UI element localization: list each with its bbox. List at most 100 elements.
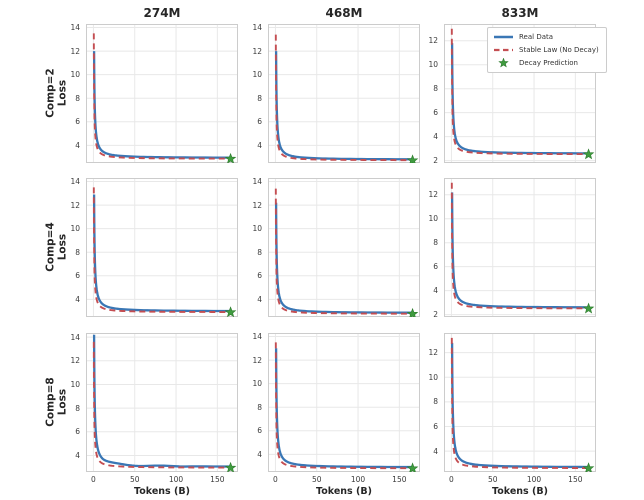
x-tick-label: 50 <box>129 475 140 484</box>
real-data-curve <box>92 51 231 159</box>
y-tick-label: 8 <box>75 403 80 413</box>
y-tick-label: 6 <box>257 271 262 281</box>
y-tick-label: 12 <box>428 190 438 200</box>
y-tick-label: 8 <box>257 247 262 257</box>
x-tick-label: 50 <box>311 475 322 484</box>
subplot-comp8-274m: 4 6 8 10 12 14 0 50 100 150 <box>70 333 238 484</box>
plot-area <box>268 178 420 317</box>
y-tick-label: 10 <box>252 70 262 80</box>
y-tick-label: 14 <box>252 177 262 187</box>
y-tick-label: 12 <box>70 200 80 210</box>
y-tick-label: 12 <box>252 46 262 56</box>
x-axis-label: Tokens (B) <box>134 486 190 497</box>
y-tick-label: 10 <box>70 379 80 389</box>
subplot-comp8-833m: 4 6 8 10 12 0 50 100 150 <box>428 333 596 484</box>
subplot-comp4-833m: 2 4 6 8 10 12 <box>428 178 596 319</box>
real-data-curve <box>274 202 413 314</box>
x-tick-label: 0 <box>449 475 454 484</box>
subplot-comp8-468m: 4 6 8 10 12 14 0 50 100 150 <box>252 332 420 484</box>
y-tick-label: 10 <box>70 224 80 234</box>
stable-law-curve <box>450 28 589 156</box>
y-tick-label: 6 <box>433 262 438 272</box>
real-data-curve <box>274 348 413 469</box>
y-tick-label: 8 <box>433 238 438 248</box>
stable-law-curve <box>450 182 589 310</box>
y-tick-label: 10 <box>428 60 438 70</box>
y-tick-label: 6 <box>433 421 438 431</box>
x-tick-label: 150 <box>210 475 225 484</box>
y-tick-label: 4 <box>257 449 262 459</box>
y-tick-label: 4 <box>433 132 438 142</box>
y-tick-label: 10 <box>252 379 262 389</box>
stable-law-dashed-line-icon <box>493 45 514 55</box>
subplot-comp4-274m: 4 6 8 10 12 14 <box>70 177 238 317</box>
column-title-274m: 274M <box>143 6 181 20</box>
x-axis-label: Tokens (B) <box>492 486 548 497</box>
stable-law-curve <box>450 337 589 469</box>
decay-prediction-star <box>406 307 419 317</box>
y-tick-label: 8 <box>257 93 262 103</box>
legend-item-real-data: Real Data <box>493 32 599 42</box>
plot-area <box>444 178 596 317</box>
x-axis-label: Tokens (B) <box>316 486 372 497</box>
y-tick-label: 6 <box>257 426 262 436</box>
x-tick-label: 50 <box>487 475 498 484</box>
y-tick-label: 8 <box>257 402 262 412</box>
decay-prediction-star <box>224 306 237 317</box>
real-data-curve <box>274 51 413 161</box>
legend-label: Real Data <box>519 33 554 41</box>
y-tick-label: 8 <box>75 93 80 103</box>
x-tick-label: 100 <box>350 475 366 484</box>
real-data-curve <box>450 192 589 309</box>
y-tick-label: 4 <box>433 446 438 456</box>
stable-law-curve <box>92 33 231 160</box>
y-tick-label: 8 <box>433 397 438 407</box>
real-data-curve <box>92 334 231 468</box>
y-tick-label: 12 <box>70 46 80 56</box>
y-tick-label: 8 <box>75 247 80 257</box>
y-tick-label: 6 <box>75 271 80 281</box>
stable-law-curve <box>92 187 231 313</box>
y-tick-label: 10 <box>428 372 438 382</box>
column-title-833m: 833M <box>501 6 539 20</box>
decay-prediction-star <box>582 462 595 472</box>
y-tick-label: 14 <box>70 332 80 342</box>
plot-area <box>268 24 420 163</box>
y-tick-label: 8 <box>433 84 438 94</box>
real-data-line-icon <box>493 32 514 42</box>
y-tick-label: 4 <box>433 286 438 296</box>
x-tick-label: 100 <box>168 475 184 484</box>
y-tick-label: 12 <box>252 355 262 365</box>
real-data-curve <box>92 194 231 313</box>
subplot-comp2-274m: 4 6 8 10 12 14 <box>70 23 238 163</box>
y-tick-label: 2 <box>433 156 438 166</box>
x-tick-label: 0 <box>273 475 278 484</box>
legend-item-stable-law: Stable Law (No Decay) <box>493 45 599 55</box>
x-tick-label: 100 <box>526 475 542 484</box>
y-tick-label: 12 <box>70 356 80 366</box>
stable-law-curve <box>274 188 413 315</box>
decay-prediction-star-icon <box>493 58 514 68</box>
y-tick-label: 4 <box>75 294 80 304</box>
y-tick-label: 2 <box>433 310 438 320</box>
y-tick-label: 12 <box>428 348 438 358</box>
plot-area <box>268 333 420 472</box>
legend: Real Data Stable Law (No Decay) Decay Pr… <box>487 27 607 73</box>
real-data-curve <box>450 342 589 469</box>
plot-area <box>86 333 238 472</box>
x-tick-label: 150 <box>392 475 407 484</box>
stable-law-curve <box>92 341 231 469</box>
y-tick-label: 14 <box>252 23 262 33</box>
y-tick-label: 12 <box>252 200 262 210</box>
y-tick-label: 4 <box>257 140 262 150</box>
column-title-468m: 468M <box>325 6 363 20</box>
y-tick-label: 4 <box>75 450 80 460</box>
decay-prediction-star <box>582 302 595 314</box>
decay-prediction-star <box>582 148 595 160</box>
subplot-comp2-468m: 4 6 8 10 12 14 <box>252 23 420 163</box>
legend-item-decay-prediction: Decay Prediction <box>493 58 599 68</box>
y-tick-label: 6 <box>75 117 80 127</box>
decay-prediction-star <box>224 152 237 163</box>
y-tick-label: 14 <box>70 23 80 33</box>
